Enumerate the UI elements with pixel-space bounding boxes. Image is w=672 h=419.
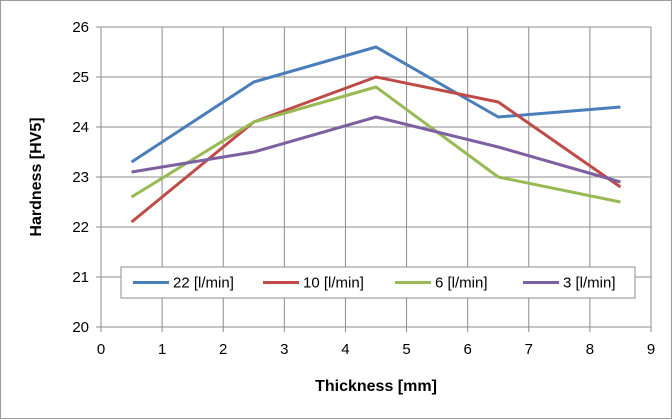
x-tick-label: 0 bbox=[97, 341, 105, 358]
x-tick-label: 3 bbox=[280, 341, 288, 358]
series-line bbox=[131, 115, 621, 184]
x-tick-label: 5 bbox=[402, 341, 410, 358]
y-tick-label: 21 bbox=[72, 269, 89, 286]
x-tick-label: 8 bbox=[586, 341, 594, 358]
legend: 22 [l/min] 10 [l/min] 6 [l/min] 3 [l/min] bbox=[120, 266, 636, 299]
x-tick-label: 6 bbox=[463, 341, 471, 358]
y-tick-label: 26 bbox=[72, 19, 89, 36]
y-axis-title: Hardness [HV5] bbox=[28, 117, 45, 236]
legend-label: 3 [l/min] bbox=[563, 275, 616, 292]
y-tick-label: 24 bbox=[72, 119, 89, 136]
y-tick-label: 20 bbox=[72, 319, 89, 336]
x-tick-label: 7 bbox=[525, 341, 533, 358]
y-tick-label: 23 bbox=[72, 169, 89, 186]
legend-label: 6 [l/min] bbox=[435, 275, 488, 292]
data-series bbox=[130, 45, 622, 224]
legend-label: 22 [l/min] bbox=[173, 275, 234, 292]
x-tick-label: 4 bbox=[341, 341, 349, 358]
x-tick-label: 1 bbox=[158, 341, 166, 358]
axes bbox=[96, 26, 652, 332]
legend-label: 10 [l/min] bbox=[303, 275, 364, 292]
series-line bbox=[130, 85, 621, 204]
series-line bbox=[130, 45, 621, 164]
y-tick-label: 25 bbox=[72, 69, 89, 86]
series-line bbox=[130, 75, 622, 224]
x-axis-title: Thickness [mm] bbox=[315, 378, 437, 395]
x-tick-label: 2 bbox=[219, 341, 227, 358]
y-tick-label: 22 bbox=[72, 219, 89, 236]
x-tick-label: 9 bbox=[647, 341, 655, 358]
